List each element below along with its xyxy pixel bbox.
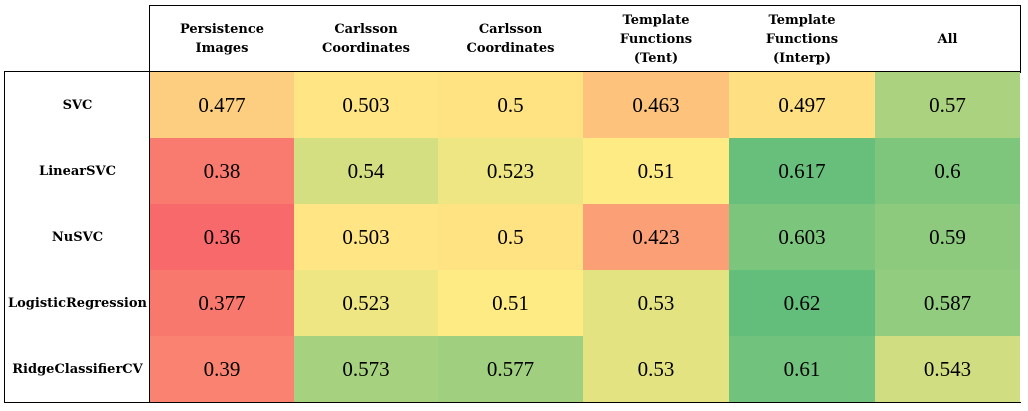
heatmap-cell: 0.5 <box>438 204 583 270</box>
column-header-4: Template Functions (Tent) <box>619 12 693 66</box>
row-label-logisticregression: LogisticRegression <box>7 295 147 311</box>
row-label-svc: SVC <box>62 97 93 113</box>
heatmap-cell: 0.6 <box>875 138 1020 204</box>
header-right-border <box>1020 5 1021 73</box>
row-label-linearsvc: LinearSVC <box>39 163 116 179</box>
heatmap-cell: 0.587 <box>875 270 1020 336</box>
header-left-border <box>149 5 150 73</box>
heatmap-cell: 0.5 <box>438 72 583 138</box>
heatmap-cell: 0.603 <box>729 204 875 270</box>
column-header-1: Persistence Images <box>179 22 265 56</box>
heatmap-cell: 0.503 <box>294 72 438 138</box>
heatmap-cell: 0.39 <box>150 336 294 402</box>
row-label-divider <box>149 71 150 403</box>
heatmap-cell: 0.523 <box>294 270 438 336</box>
header-top-border <box>149 5 1021 6</box>
heatmap-cell: 0.543 <box>875 336 1020 402</box>
heatmap-cell: 0.377 <box>150 270 294 336</box>
column-header-6: All <box>937 31 958 47</box>
heatmap-cell: 0.36 <box>150 204 294 270</box>
heatmap-cell: 0.38 <box>150 138 294 204</box>
column-header-3: Carlsson Coordinates <box>466 22 555 56</box>
heatmap-cell: 0.61 <box>729 336 875 402</box>
heatmap-cell: 0.577 <box>438 336 583 402</box>
row-label-ridgeclassifiercv: RidgeClassifierCV <box>12 361 143 377</box>
column-header-5: Template Functions (Interp) <box>765 12 839 66</box>
column-header-2: Carlsson Coordinates <box>321 22 411 56</box>
heatmap-cell: 0.573 <box>294 336 438 402</box>
heatmap-cell: 0.57 <box>875 72 1020 138</box>
heatmap-cell: 0.463 <box>583 72 729 138</box>
header-bottom-border <box>4 71 1021 72</box>
table-left-border <box>4 71 5 403</box>
heatmap-cell: 0.617 <box>729 138 875 204</box>
heatmap-cell: 0.51 <box>583 138 729 204</box>
heatmap-cell: 0.503 <box>294 204 438 270</box>
table-bottom-border <box>4 402 1021 403</box>
heatmap-cell: 0.477 <box>150 72 294 138</box>
heatmap-cell: 0.51 <box>438 270 583 336</box>
heatmap-cell: 0.523 <box>438 138 583 204</box>
heatmap-cell: 0.62 <box>729 270 875 336</box>
heatmap-cell: 0.53 <box>583 336 729 402</box>
heatmap-cell: 0.53 <box>583 270 729 336</box>
row-label-nusvc: NuSVC <box>51 229 104 245</box>
heatmap-cell: 0.59 <box>875 204 1020 270</box>
heatmap-cell: 0.497 <box>729 72 875 138</box>
heatmap-cell: 0.54 <box>294 138 438 204</box>
heatmap-cell: 0.423 <box>583 204 729 270</box>
